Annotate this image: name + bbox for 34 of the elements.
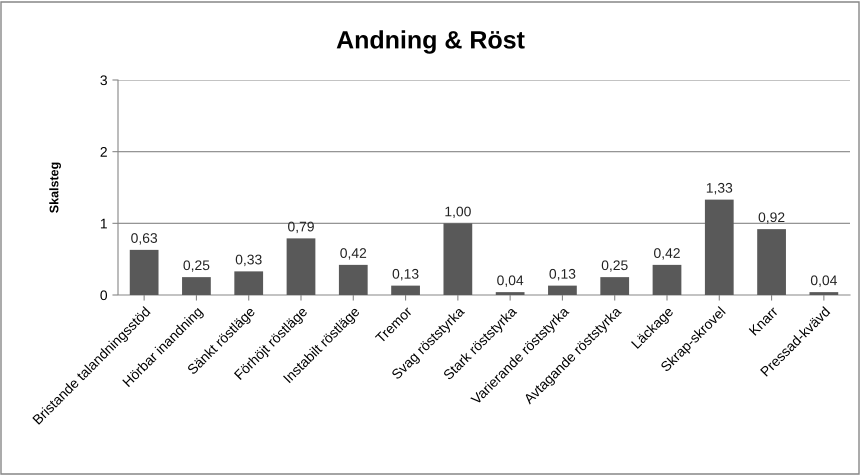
data-label: 0,25 — [183, 260, 210, 272]
data-label: 0,13 — [549, 268, 576, 280]
data-label: 0,79 — [288, 222, 314, 234]
data-label: 0,42 — [340, 248, 366, 260]
bar — [286, 238, 316, 295]
data-label: 0,33 — [236, 254, 262, 266]
y-axis-title: Skalsteg — [49, 162, 61, 213]
data-label: 0,25 — [602, 260, 628, 272]
bar — [496, 292, 525, 295]
data-label: 1,33 — [706, 182, 732, 194]
data-label: 0,13 — [392, 268, 418, 280]
data-label: 0,04 — [497, 275, 524, 287]
bar — [234, 271, 264, 295]
bar — [600, 277, 630, 295]
bar — [652, 264, 682, 295]
chart-title: Andning & Röst — [336, 30, 525, 54]
y-tick-label: 2 — [100, 147, 107, 157]
bar — [338, 264, 368, 295]
y-tick-label: 0 — [100, 290, 108, 300]
data-label: 0,42 — [654, 248, 680, 260]
y-tick-label: 3 — [100, 75, 107, 86]
bar — [704, 200, 734, 295]
bar — [182, 277, 211, 295]
bar — [443, 223, 472, 295]
bar — [391, 286, 420, 295]
y-tick-label: 1 — [100, 218, 107, 228]
bar — [757, 229, 786, 295]
data-label: 0,04 — [810, 275, 837, 287]
data-label: 1,00 — [445, 206, 471, 218]
bar — [548, 286, 577, 295]
bar — [809, 292, 838, 295]
bar — [130, 250, 159, 295]
data-label: 0,92 — [758, 212, 784, 224]
data-label: 0,63 — [131, 233, 158, 245]
